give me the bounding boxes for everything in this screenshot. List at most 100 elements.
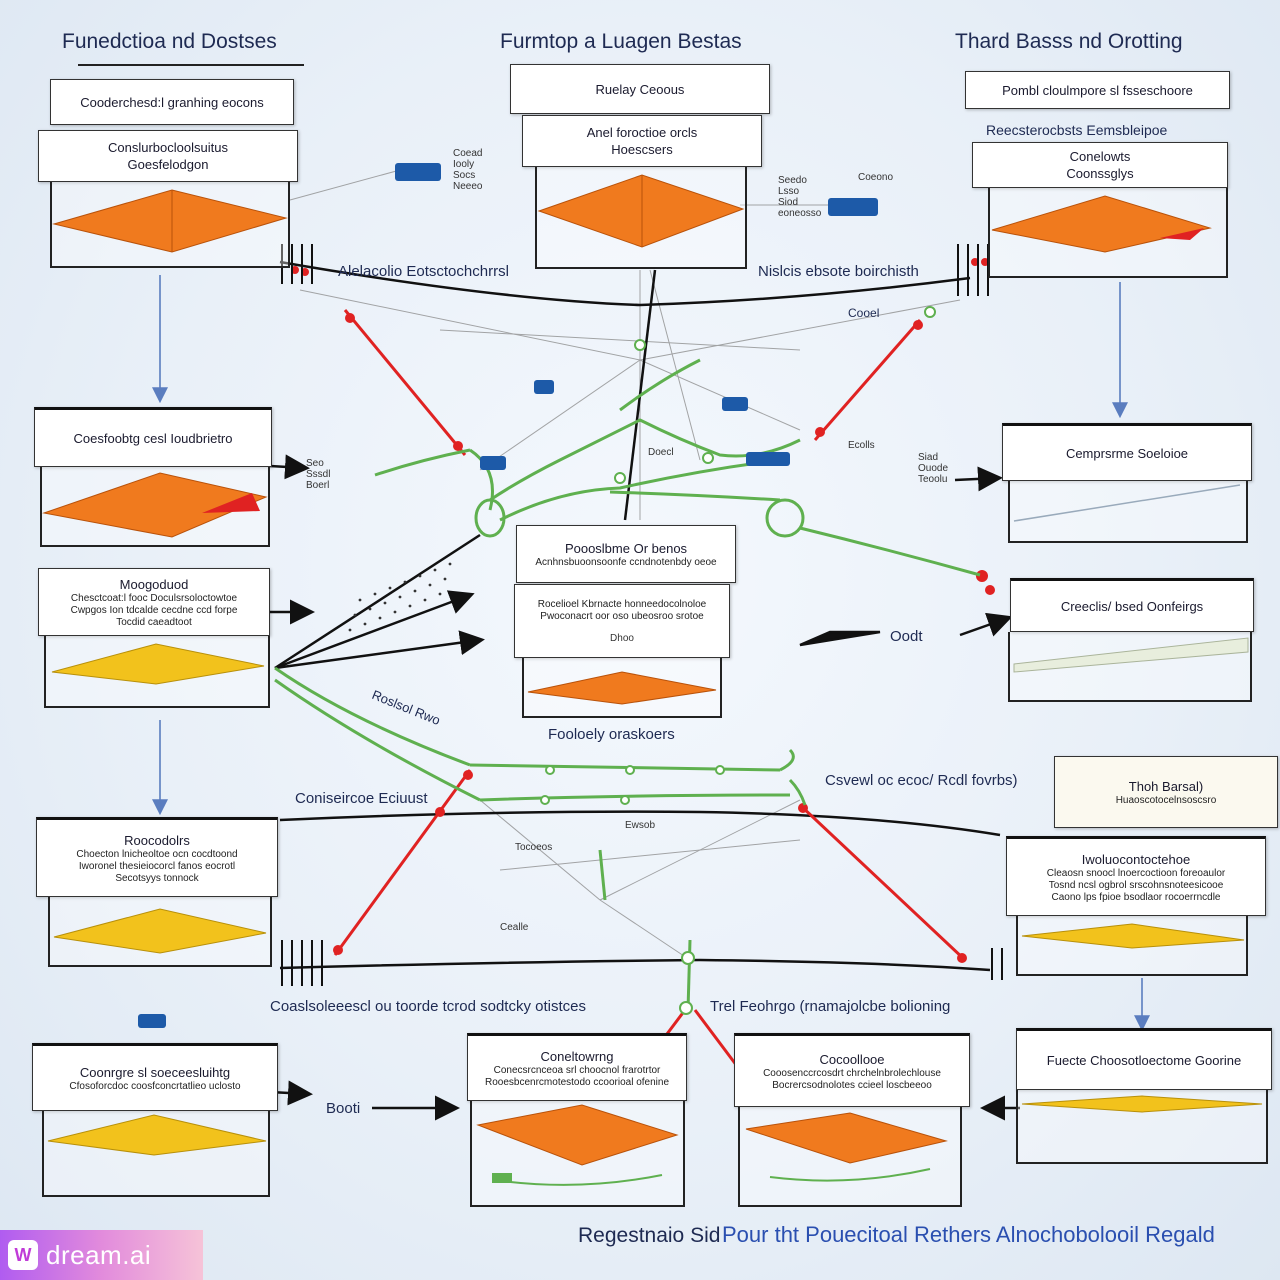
- label-bottom-left: Coaslsoleeescl ou toorde tcrod sodtcky o…: [270, 998, 586, 1015]
- l2-orange-shape: [42, 472, 268, 538]
- l3-yellow-shape: [51, 643, 265, 685]
- c-line1: Acnhnsbuoonsoonfe ccndnotenbdy oeoe: [535, 556, 717, 568]
- b2-chart-frame: [470, 1101, 685, 1207]
- b4-box: Fuecte Choosotloectome Goorine: [1016, 1028, 1272, 1090]
- r3-text: Creeclis/ bsed Oonfeirgs: [1060, 598, 1204, 614]
- r4-caption-box: Thoh Barsal) Huaoscotocelnsoscsro: [1054, 756, 1278, 828]
- l5-yellow-shape: [47, 1114, 267, 1156]
- r5-line: Cleaosn snoocl lnoercoctioon foreoaulor: [1046, 867, 1226, 879]
- tr-orange-shape: [991, 195, 1212, 253]
- b3-orange-shape: [745, 1112, 948, 1182]
- label-cool: Cooel: [848, 306, 880, 320]
- l4-box: Roocodolrs Choecton lnicheoltoe ocn cocd…: [36, 817, 278, 897]
- label-doub: Oodt: [890, 628, 923, 645]
- b2-line: Conecsrcnceoa srl choocnol frarotrtor: [493, 1064, 661, 1076]
- tr-header-text: Pombl cloulmpore sl fsseschoore: [1002, 82, 1193, 98]
- tc-chart-frame: [535, 167, 747, 269]
- r4-caption: Thoh Barsal): [1128, 778, 1204, 794]
- label-mid: Fooloely oraskoers: [548, 726, 675, 743]
- b4-head: Fuecte Choosotloectome Goorine: [1046, 1052, 1242, 1068]
- c-chart-frame: [522, 658, 722, 718]
- bus-lines: [269, 260, 1020, 1121]
- footer-left-text: Regestnaio Sid: [578, 1224, 721, 1247]
- b4-yellow-shape: [1021, 1095, 1263, 1113]
- b3-chart-frame: [738, 1107, 962, 1207]
- label-stream-left: Alelacolio Eotsctochchrrsl: [338, 263, 509, 280]
- dream-logo-icon: W: [8, 1240, 38, 1270]
- r4-sub: Huaoscotocelnsoscsro: [1115, 794, 1217, 806]
- b3-head: Cocoollooe: [819, 1051, 885, 1067]
- note-cluster: Ecolls: [848, 440, 875, 451]
- r3-chart-frame: [1008, 632, 1252, 702]
- note-cluster: Coead Iooly Socs Neeeo: [453, 148, 483, 192]
- b2-line: Rooesbcenrcmotestodo ccoorioal ofenine: [485, 1076, 669, 1088]
- tr-sub-line: Conelowts: [1069, 149, 1131, 164]
- l4-line: Secotsyys tonnock: [115, 872, 199, 884]
- l2-chart-frame: [40, 467, 270, 547]
- tc-header-box: Ruelay Ceoous: [510, 64, 770, 114]
- r5-line: Tosnd ncsl ogbrol srscohnsnoteesicooe: [1048, 879, 1224, 891]
- tl-sub-box: Conslurbocloolsuitus Goesfelodgon: [38, 130, 298, 182]
- b4-chart-frame: [1016, 1090, 1268, 1164]
- note-cluster: Siad Ouode Teoolu: [918, 452, 949, 485]
- tl-chart-frame: [50, 182, 290, 268]
- c-sub-box: Rocelioel Kbrnacte honneedocolnoloe Pwoc…: [514, 584, 730, 658]
- r3-box: Creeclis/ bsed Oonfeirgs: [1010, 578, 1254, 632]
- l5-head: Coonrgre sl soeceesluihtg: [79, 1064, 231, 1080]
- tl-header-box: Cooderchesd:l granhing eocons: [50, 79, 294, 125]
- tr-caption: Reecsterocbsts Eemsbleipoe: [986, 122, 1168, 138]
- r2-line-shape: [1013, 484, 1241, 522]
- c-sub-line: Rocelioel Kbrnacte honneedocolnoloe: [537, 598, 707, 610]
- watermark-text: dream.ai: [46, 1239, 152, 1270]
- tc-sub-line: Hoescsers: [611, 142, 673, 157]
- r2-text: Cemprsrme Soeloioe: [1065, 445, 1189, 461]
- note-cluster: Seedo Lsso Siod eoneosso: [778, 175, 822, 219]
- connector-tag: [828, 198, 878, 216]
- red-wires: [333, 309, 967, 1071]
- l4-chart-frame: [48, 897, 272, 967]
- connector-tag: [480, 456, 506, 470]
- connector-tag: [138, 1014, 166, 1028]
- l5-box: Coonrgre sl soeceesluihtg Cfosoforcdoc c…: [32, 1043, 278, 1111]
- label-booi: Booti: [326, 1100, 361, 1117]
- note-cluster: Doecl: [648, 447, 674, 458]
- r2-box: Cemprsrme Soeloioe: [1002, 423, 1252, 481]
- r5-box: Iwoluocontoctehoe Cleaosn snoocl lnoerco…: [1006, 836, 1266, 916]
- title-underline: [78, 64, 304, 66]
- l4-line: Iworonel thesieiocorcl fanos eocrotl: [78, 860, 236, 872]
- l3-line: Tocdid caeadtoot: [116, 616, 192, 628]
- c-orange-shape: [527, 671, 717, 705]
- l4-yellow-shape: [53, 908, 267, 954]
- web-lines: [289, 169, 961, 961]
- note-cluster: Ewsob: [625, 820, 656, 831]
- tr-chart-frame: [988, 188, 1228, 278]
- l3-chart-frame: [44, 636, 270, 708]
- hatch: [348, 562, 452, 632]
- label-bottom-right: Trel Feohrgo (rnamajolcbe bolioning: [710, 998, 951, 1015]
- l4-line: Choecton lnicheoltoe ocn cocdtoond: [76, 848, 238, 860]
- l5-chart-frame: [42, 1111, 270, 1197]
- r5-chart-frame: [1016, 916, 1248, 976]
- l3-line: Cwpgos Ion tdcalde cecdne ccd forpe: [70, 604, 238, 616]
- l5-line: Cfosoforcdoc coosfconcrtatlieo uclosto: [69, 1080, 241, 1092]
- c-sub-line: Pwoconacrt oor oso ubeosroo srotoe: [540, 610, 704, 622]
- tc-sub-box: Anel foroctioe orcls Hoescsers: [522, 115, 762, 167]
- footer-right-text: Pour tht Pouecitoal Rethers Alnochoboloo…: [722, 1222, 1215, 1247]
- l3-head: Moogoduod: [119, 576, 189, 592]
- tl-orange-shape: [52, 189, 288, 253]
- b3-line: Cooosenccrcosdrt chrchelnbrolechlouse: [763, 1067, 941, 1079]
- c-bottom: Dhoo: [610, 632, 634, 644]
- tr-header-box: Pombl cloulmpore sl fsseschoore: [965, 71, 1230, 109]
- r5-line: Caono lps fpioe bsodlaor rocoerrncdle: [1051, 891, 1221, 903]
- b3-box: Cocoollooe Cooosenccrcosdrt chrchelnbrol…: [734, 1033, 970, 1107]
- connector-tag: [395, 163, 441, 181]
- connector-tag: [746, 452, 790, 466]
- l2-box: Coesfoobtg cesl Ioudbrietro: [34, 407, 272, 467]
- b2-box: Coneltowrng Conecsrcnceoa srl choocnol f…: [467, 1033, 687, 1101]
- b2-orange-shape: [476, 1104, 679, 1186]
- b3-line: Bocrercsodnolotes ccieel loscbeeoo: [772, 1079, 932, 1091]
- title-left: Funedctioa nd Dostses: [62, 30, 277, 53]
- connector-tag: [722, 397, 748, 411]
- b2-head: Coneltowrng: [540, 1048, 614, 1064]
- r5-head: Iwoluocontoctehoe: [1081, 851, 1191, 867]
